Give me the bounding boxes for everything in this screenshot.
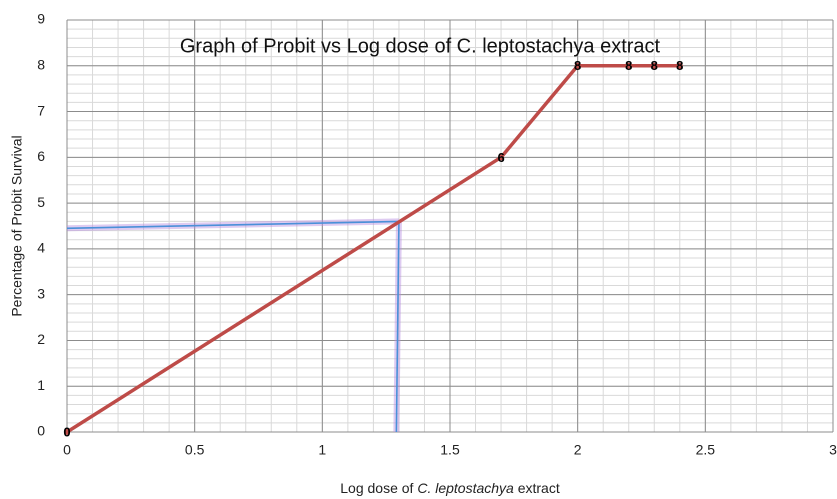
- y-tick-label: 4: [37, 240, 45, 256]
- x-tick-label: 1: [318, 442, 326, 458]
- data-point: [676, 62, 683, 69]
- data-point: [498, 154, 505, 161]
- x-tick-label: 0: [63, 442, 71, 458]
- data-label: 0: [63, 424, 70, 439]
- chart-title: Graph of Probit vs Log dose of C. leptos…: [180, 35, 661, 57]
- data-label: 8: [574, 58, 581, 73]
- data-point: [64, 429, 70, 435]
- y-tick-label: 7: [37, 102, 45, 118]
- x-axis-label: Log dose of C. leptostachya extract: [340, 480, 560, 496]
- x-axis-label-part: extract: [514, 480, 560, 496]
- y-axis-label: Percentage of Probit Survival: [9, 135, 25, 316]
- y-tick-label: 1: [37, 377, 45, 393]
- data-label: 8: [676, 58, 683, 73]
- x-tick-label: 2.5: [696, 442, 716, 458]
- guide-line: [66, 220, 399, 230]
- data-point: [625, 62, 632, 69]
- x-tick-label: 3: [829, 442, 837, 458]
- x-tick-label: 1.5: [440, 442, 460, 458]
- y-tick-label: 8: [37, 56, 45, 72]
- grid: [66, 19, 834, 433]
- data-label: 8: [651, 58, 658, 73]
- x-axis-label-part: C. leptostachya: [417, 480, 514, 496]
- guide-line: [395, 221, 400, 433]
- x-tick-label: 2: [574, 442, 582, 458]
- x-tick-label: 0.5: [185, 442, 205, 458]
- y-tick-label: 6: [37, 148, 45, 164]
- y-tick-label: 3: [37, 285, 45, 301]
- y-tick-label: 2: [37, 331, 45, 347]
- data-line: [66, 64, 680, 434]
- data-label: 6: [497, 150, 504, 165]
- y-tick-label: 5: [37, 194, 45, 210]
- y-tick-label: 9: [37, 11, 45, 27]
- y-tick-label: 0: [37, 423, 45, 439]
- data-point: [651, 62, 658, 69]
- data-point: [574, 62, 581, 69]
- data-label: 8: [625, 58, 632, 73]
- x-axis-label-part: Log dose of: [340, 480, 417, 496]
